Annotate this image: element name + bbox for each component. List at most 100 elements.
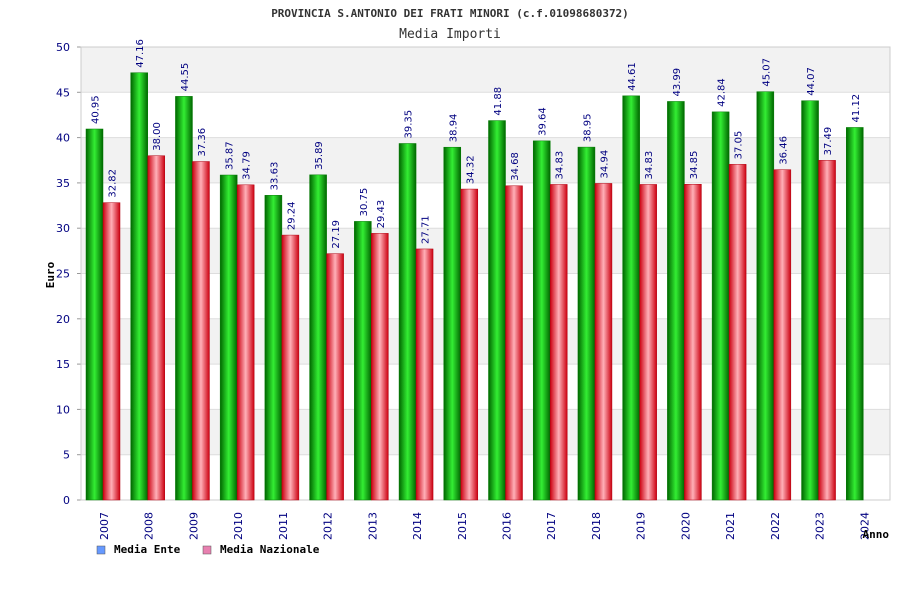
bar-media-nazionale bbox=[594, 183, 613, 501]
plot-band bbox=[81, 182, 890, 229]
bar-media-ente bbox=[801, 100, 819, 501]
x-tick-label: 2013 bbox=[366, 512, 379, 540]
x-axis-ticks: 2007 2008 2009 2010 2011 2012 2013 2014 2015 2016… bbox=[98, 512, 871, 540]
x-tick-label: 2017 bbox=[545, 512, 558, 540]
y-tick-label: 45 bbox=[56, 86, 70, 99]
value-label: 36.46 bbox=[778, 136, 789, 165]
bar-media-ente bbox=[309, 174, 327, 501]
plot-band bbox=[81, 92, 890, 138]
y-tick-label: 0 bbox=[63, 494, 70, 507]
bar-media-ente bbox=[488, 120, 506, 501]
bar-media-ente bbox=[667, 101, 685, 501]
x-tick-label: 2010 bbox=[232, 512, 245, 540]
y-axis-label: Euro bbox=[44, 261, 57, 288]
value-label: 40.95 bbox=[91, 95, 102, 124]
value-label: 38.94 bbox=[448, 114, 459, 143]
legend-swatch-media-ente bbox=[96, 545, 106, 555]
value-label: 34.68 bbox=[510, 152, 521, 181]
bar-media-ente bbox=[264, 195, 283, 501]
bar-media-nazionale bbox=[281, 234, 300, 501]
bar-media-nazionale bbox=[684, 184, 702, 501]
value-label: 33.63 bbox=[269, 162, 280, 191]
value-label: 47.16 bbox=[135, 39, 146, 68]
bar-media-ente bbox=[130, 72, 148, 501]
x-tick-label: 2016 bbox=[501, 512, 514, 540]
value-label: 29.24 bbox=[286, 201, 297, 230]
x-tick-label: 2018 bbox=[590, 512, 603, 540]
plot-background bbox=[81, 47, 890, 500]
value-label: 30.75 bbox=[359, 188, 370, 217]
value-label: 45.07 bbox=[761, 58, 772, 87]
x-tick-label: 2009 bbox=[187, 512, 200, 540]
value-label: 41.12 bbox=[851, 94, 862, 123]
x-tick-label: 2008 bbox=[143, 512, 156, 540]
bar-media-ente bbox=[577, 146, 596, 501]
legend-label-media-ente: Media Ente bbox=[114, 543, 181, 556]
y-tick-label: 15 bbox=[56, 358, 70, 371]
x-axis-label: Anno bbox=[863, 528, 890, 541]
bar-media-nazionale bbox=[102, 202, 121, 501]
value-label: 37.49 bbox=[823, 127, 834, 156]
value-label: 38.95 bbox=[582, 113, 593, 142]
x-tick-label: 2023 bbox=[814, 512, 827, 540]
value-label: 29.43 bbox=[376, 200, 387, 229]
y-tick-label: 25 bbox=[56, 268, 70, 281]
value-labels: 40.95 32.82 47.16 38.00 44.55 37.36 35.87 34.79… bbox=[91, 39, 862, 249]
bar-media-ente bbox=[756, 91, 775, 501]
y-tick-label: 35 bbox=[56, 177, 70, 190]
plot-band bbox=[81, 454, 890, 500]
y-tick-label: 30 bbox=[56, 222, 70, 235]
bar-media-nazionale bbox=[460, 188, 479, 501]
bar-media-ente bbox=[398, 143, 417, 501]
legend-swatch-media-nazionale bbox=[202, 545, 212, 555]
plot-band bbox=[81, 47, 890, 93]
bar-media-ente bbox=[354, 221, 372, 501]
bar-media-ente bbox=[622, 95, 640, 501]
value-label: 35.89 bbox=[314, 141, 325, 170]
bar-media-ente bbox=[846, 127, 864, 501]
bar-media-nazionale bbox=[818, 160, 836, 501]
bar-media-ente bbox=[175, 96, 193, 501]
chart-title: PROVINCIA S.ANTONIO DEI FRATI MINORI (c.… bbox=[271, 7, 629, 20]
bar-media-nazionale bbox=[371, 233, 389, 501]
y-tick-label: 20 bbox=[56, 313, 70, 326]
y-tick-label: 50 bbox=[56, 41, 70, 54]
plot-band bbox=[81, 364, 890, 410]
x-tick-label: 2015 bbox=[456, 512, 469, 540]
bar-media-ente bbox=[532, 140, 551, 501]
chart-subtitle: Media Importi bbox=[399, 27, 501, 42]
x-tick-label: 2012 bbox=[322, 512, 335, 540]
bar-media-nazionale bbox=[236, 184, 255, 501]
value-label: 34.79 bbox=[242, 151, 253, 180]
bar-media-nazionale bbox=[326, 253, 344, 501]
value-label: 27.71 bbox=[421, 215, 432, 244]
bar-media-nazionale bbox=[192, 161, 210, 501]
bar-media-ente bbox=[219, 174, 238, 501]
value-label: 42.84 bbox=[717, 78, 728, 107]
bar-media-ente bbox=[85, 128, 104, 501]
value-label: 37.36 bbox=[197, 128, 208, 157]
legend-label-media-nazionale: Media Nazionale bbox=[220, 543, 320, 556]
y-tick-label: 40 bbox=[56, 132, 70, 145]
x-tick-label: 2007 bbox=[98, 512, 111, 540]
y-axis-ticks: 0 5 10 15 20 25 30 35 40 45 50 bbox=[56, 41, 70, 507]
x-tick-label: 2019 bbox=[635, 512, 648, 540]
value-label: 32.82 bbox=[108, 169, 119, 198]
plot-frame bbox=[80, 46, 891, 501]
x-tick-label: 2024 bbox=[858, 512, 871, 540]
value-label: 34.32 bbox=[465, 155, 476, 184]
bar-media-nazionale bbox=[773, 169, 792, 501]
y-tick-label: 5 bbox=[63, 449, 70, 462]
plot-band bbox=[81, 409, 890, 455]
bar-media-ente bbox=[711, 111, 730, 501]
value-label: 39.64 bbox=[538, 107, 549, 136]
value-label: 27.19 bbox=[331, 220, 342, 249]
value-label: 35.87 bbox=[225, 141, 236, 170]
value-label: 41.88 bbox=[493, 87, 504, 116]
plot-band bbox=[81, 273, 890, 319]
bar-media-nazionale bbox=[549, 184, 568, 501]
value-label: 37.05 bbox=[734, 131, 745, 160]
bar-media-nazionale bbox=[415, 248, 434, 501]
value-label: 43.99 bbox=[672, 68, 683, 97]
